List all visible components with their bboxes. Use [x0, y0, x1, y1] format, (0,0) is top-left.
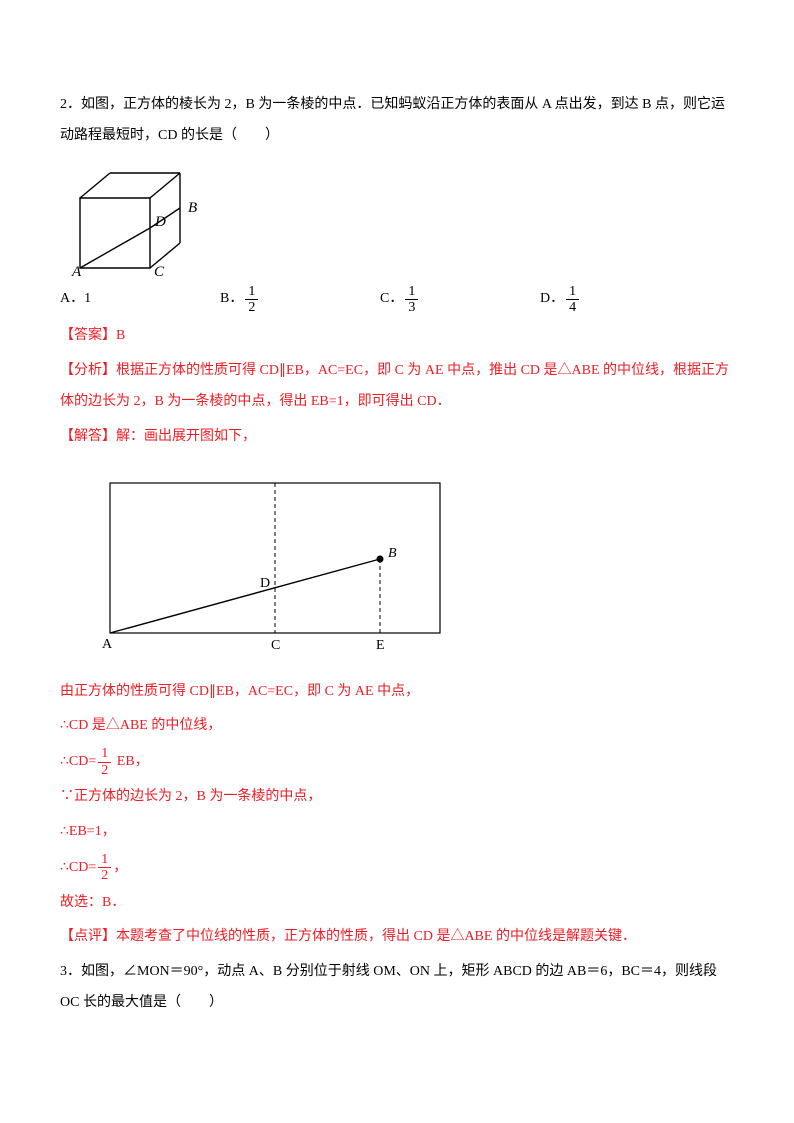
solve-line5: ∴EB=1，: [60, 817, 734, 848]
solve-line6: ∴CD=12，: [60, 852, 734, 884]
option-c-label: C．: [380, 284, 403, 315]
cube-label-b: B: [188, 200, 197, 216]
option-b: B． 12: [220, 284, 380, 316]
line6a: ∴CD=: [60, 860, 96, 875]
analysis: 【分析】根据正方体的性质可得 CD∥EB，AC=EC，即 C 为 AE 中点，推…: [60, 356, 734, 418]
frac-d: 14: [566, 284, 579, 316]
option-a: A．1: [60, 284, 220, 316]
line6b: ，: [113, 860, 127, 875]
option-a-label: A．1: [60, 284, 91, 315]
frac-line6-num: 1: [98, 852, 111, 867]
frac-c: 13: [405, 284, 418, 316]
line3a: ∴CD=: [60, 754, 96, 769]
frac-d-den: 4: [566, 299, 579, 315]
solve-line1: 由正方体的性质可得 CD∥EB，AC=EC，即 C 为 AE 中点，: [60, 677, 734, 708]
frac-line3-den: 2: [98, 762, 111, 778]
frac-d-num: 1: [566, 284, 579, 299]
cube-label-c: C: [154, 264, 165, 278]
solve-line3: ∴CD=12 EB，: [60, 746, 734, 778]
frac-line6-den: 2: [98, 867, 111, 883]
unfold-label-e: E: [376, 638, 385, 653]
answer: 【答案】B: [60, 321, 734, 352]
frac-c-den: 3: [405, 299, 418, 315]
q3-text: 3．如图，∠MON＝90°，动点 A、B 分别位于射线 OM、ON 上，矩形 A…: [60, 957, 734, 1019]
cube-label-d: D: [154, 214, 166, 230]
q2-text: 2．如图，正方体的棱长为 2，B 为一条棱的中点．已知蚂蚁沿正方体的表面从 A …: [60, 90, 734, 152]
option-d-label: D．: [540, 284, 564, 315]
frac-b: 12: [245, 284, 258, 316]
unfold-label-b: B: [388, 546, 397, 561]
unfold-label-c: C: [271, 638, 280, 653]
unfold-label-d: D: [260, 576, 270, 591]
frac-line3-num: 1: [98, 746, 111, 761]
option-d: D． 14: [540, 284, 700, 316]
option-b-label: B．: [220, 284, 243, 315]
frac-b-num: 1: [245, 284, 258, 299]
frac-line3: 12: [98, 746, 111, 778]
solve-line7: 故选：B．: [60, 888, 734, 919]
solve-head: 【解答】解：画出展开图如下，: [60, 422, 734, 453]
q2-options: A．1 B． 12 C． 13 D． 14: [60, 284, 734, 316]
cube-label-a: A: [71, 264, 82, 278]
solve-line4: ∵正方体的边长为 2，B 为一条棱的中点，: [60, 782, 734, 813]
frac-line6: 12: [98, 852, 111, 884]
unfold-label-a: A: [102, 637, 113, 652]
solve-line2: ∴CD 是△ABE 的中位线，: [60, 711, 734, 742]
line3b: EB，: [113, 754, 148, 769]
option-c: C． 13: [380, 284, 540, 316]
review: 【点评】本题考查了中位线的性质，正方体的性质，得出 CD 是△ABE 的中位线是…: [60, 922, 734, 953]
unfold-figure: A B C D E: [80, 463, 734, 663]
cube-figure: A B C D: [60, 158, 734, 278]
frac-c-num: 1: [405, 284, 418, 299]
frac-b-den: 2: [245, 299, 258, 315]
